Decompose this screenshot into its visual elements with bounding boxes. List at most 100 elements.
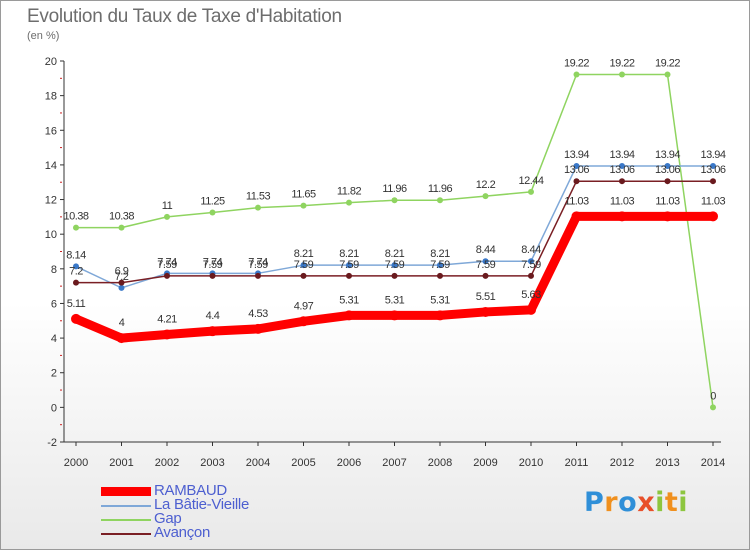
data-label-gap: 11.82 — [337, 186, 362, 198]
chart-title: Evolution du Taux de Taxe d'Habitation — [27, 6, 342, 27]
data-point-gap — [391, 197, 398, 204]
x-tick-label: 2013 — [655, 457, 679, 469]
data-label-rambaud: 5.31 — [430, 294, 450, 306]
data-label-avancon: 7.59 — [430, 259, 450, 271]
data-label-la-batie-vieille: 8.21 — [339, 248, 359, 260]
data-label-gap: 11.96 — [382, 183, 407, 195]
data-label-la-batie-vieille: 7.74 — [157, 256, 177, 268]
legend-label-rambaud: RAMBAUD — [154, 482, 227, 499]
data-point-gap — [346, 199, 352, 206]
y-tick-label: 12 — [45, 195, 57, 207]
data-point-avancon — [619, 178, 625, 185]
data-label-gap: 11 — [162, 200, 173, 212]
data-label-gap: 11.53 — [246, 191, 271, 203]
data-label-rambaud: 5.31 — [339, 294, 359, 306]
y-tick-label: 4 — [51, 333, 57, 345]
data-label-gap: 11.25 — [200, 196, 225, 208]
x-tick-label: 2003 — [200, 457, 224, 469]
series-line-gap — [75, 73, 714, 409]
data-point-rambaud — [526, 304, 536, 315]
data-point-la-batie-vieille — [573, 162, 580, 169]
data-point-avancon — [164, 272, 170, 279]
data-label-la-batie-vieille: 8.21 — [430, 248, 450, 260]
data-label-rambaud: 5.31 — [385, 294, 405, 306]
legend-label-la-batie-vieille: La Bâtie-Vieille — [154, 496, 249, 513]
data-point-la-batie-vieille — [346, 262, 352, 269]
data-label-la-batie-vieille: 7.2 — [115, 271, 129, 283]
data-label-avancon: 7.59 — [339, 259, 359, 271]
data-point-la-batie-vieille — [664, 162, 671, 169]
data-point-gap — [255, 204, 261, 211]
data-label-avancon: 13.06 — [655, 164, 680, 176]
data-label-avancon: 7.59 — [294, 259, 314, 271]
data-point-rambaud — [298, 316, 309, 327]
data-point-gap — [164, 213, 170, 220]
data-label-la-batie-vieille: 7.74 — [203, 256, 223, 268]
data-label-gap: 12.2 — [476, 179, 496, 191]
logo-letter: t — [664, 487, 679, 518]
data-point-rambaud — [207, 326, 218, 337]
x-tick-label: 2007 — [382, 457, 406, 469]
data-label-rambaud: 4.21 — [157, 313, 177, 325]
data-point-rambaud — [662, 211, 673, 222]
data-point-avancon — [209, 272, 216, 279]
data-point-avancon — [528, 272, 534, 279]
data-point-avancon — [300, 272, 307, 279]
data-label-avancon: 7.59 — [385, 259, 405, 271]
data-label-la-batie-vieille: 8.44 — [476, 244, 496, 256]
data-label-avancon: 13.06 — [700, 164, 725, 176]
x-tick-label: 2011 — [565, 457, 589, 469]
data-point-rambaud — [708, 211, 718, 222]
proxiti-logo: Proxiti — [584, 487, 688, 518]
x-tick-label: 2014 — [701, 457, 725, 469]
chart-data-labels: 5.11 4 4.21 4.4 4.53 4.97 5.31 5.31 5.31 5.51 5.63… — [63, 58, 726, 403]
data-label-la-batie-vieille: 8.14 — [66, 249, 86, 261]
data-label-rambaud: 5.11 — [67, 298, 86, 310]
data-label-avancon: 7.59 — [476, 259, 496, 271]
data-label-gap: 11.96 — [428, 183, 453, 195]
data-point-la-batie-vieille — [300, 262, 307, 269]
data-point-rambaud — [389, 310, 400, 321]
data-point-avancon — [710, 178, 716, 185]
data-point-avancon — [255, 272, 261, 279]
logo-letter: o — [618, 487, 638, 518]
x-tick-label: 2012 — [610, 457, 634, 469]
data-label-gap: 10.38 — [63, 211, 88, 223]
logo-letter: i — [678, 487, 689, 518]
y-tick-label: 18 — [45, 91, 57, 103]
data-label-rambaud: 11.03 — [655, 195, 680, 207]
data-label-la-batie-vieille: 13.94 — [700, 149, 725, 161]
data-point-avancon — [118, 279, 125, 286]
data-point-la-batie-vieille — [391, 262, 398, 269]
logo-letter: r — [604, 487, 619, 518]
data-point-avancon — [573, 178, 580, 185]
data-label-avancon: 6.9 — [115, 266, 129, 278]
y-tick-label: 0 — [51, 402, 57, 414]
data-label-gap: 19.22 — [655, 58, 680, 70]
data-point-gap — [300, 202, 307, 209]
y-tick-label: 14 — [45, 160, 57, 172]
series-gap — [73, 71, 716, 411]
legend-swatch-rambaud — [101, 487, 151, 496]
data-label-avancon: 7.59 — [521, 259, 541, 271]
legend-swatch-la-batie-vieille — [101, 505, 151, 507]
data-point-gap — [573, 71, 580, 78]
data-point-rambaud — [617, 211, 627, 222]
data-point-avancon — [482, 272, 489, 279]
x-tick-label: 2004 — [246, 457, 270, 469]
data-label-la-batie-vieille: 8.21 — [294, 248, 314, 260]
data-label-rambaud: 11.03 — [610, 195, 635, 207]
data-label-gap: 11.65 — [291, 189, 316, 201]
data-point-avancon — [437, 272, 443, 279]
data-label-la-batie-vieille: 7.74 — [248, 256, 268, 268]
data-point-avancon — [73, 279, 79, 286]
data-label-la-batie-vieille: 13.94 — [564, 149, 589, 161]
data-label-gap: 19.22 — [609, 58, 634, 70]
data-point-gap — [437, 197, 443, 204]
data-label-la-batie-vieille: 13.94 — [609, 149, 634, 161]
data-label-avancon: 7.59 — [248, 259, 268, 271]
chart-axes: -2 0 2 4 6 8 10 12 14 16 18 20 2000 2001 2002 2003 2004 2… — [45, 56, 725, 469]
x-tick-label: 2006 — [337, 457, 361, 469]
data-label-rambaud: 4.53 — [248, 308, 268, 320]
